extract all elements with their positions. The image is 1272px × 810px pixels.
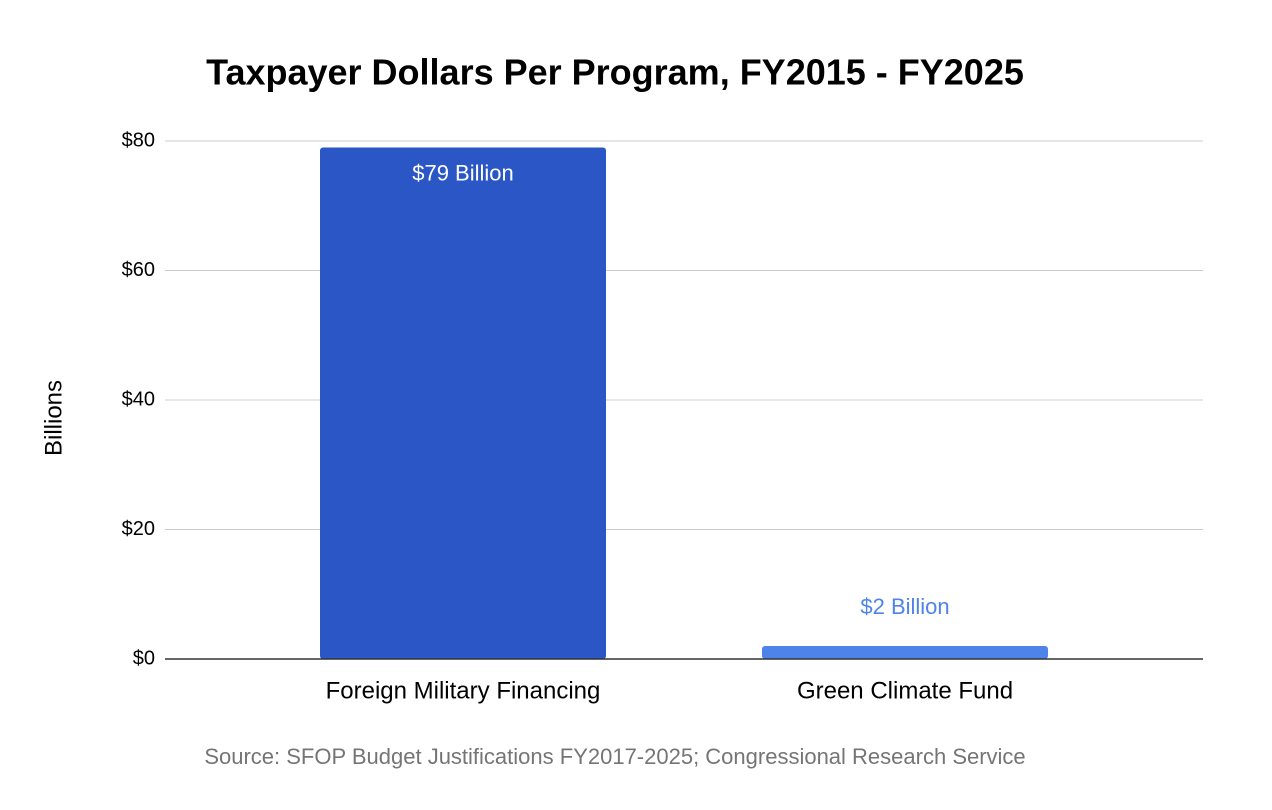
y-tick-label: $40 bbox=[122, 388, 155, 410]
y-axis-label: Billions bbox=[40, 380, 67, 456]
y-tick-label: $80 bbox=[122, 129, 155, 151]
y-tick-label: $20 bbox=[122, 518, 155, 540]
data-label: $79 Billion bbox=[412, 160, 514, 185]
x-tick-label: Foreign Military Financing bbox=[326, 677, 601, 704]
source-note: Source: SFOP Budget Justifications FY201… bbox=[204, 744, 1025, 769]
chart-title: Taxpayer Dollars Per Program, FY2015 - F… bbox=[206, 52, 1024, 93]
y-tick-label: $60 bbox=[122, 259, 155, 281]
bar bbox=[762, 646, 1048, 659]
data-label: $2 Billion bbox=[860, 594, 949, 619]
x-tick-label: Green Climate Fund bbox=[797, 677, 1013, 704]
y-tick-label: $0 bbox=[133, 647, 155, 669]
bar bbox=[320, 147, 606, 659]
